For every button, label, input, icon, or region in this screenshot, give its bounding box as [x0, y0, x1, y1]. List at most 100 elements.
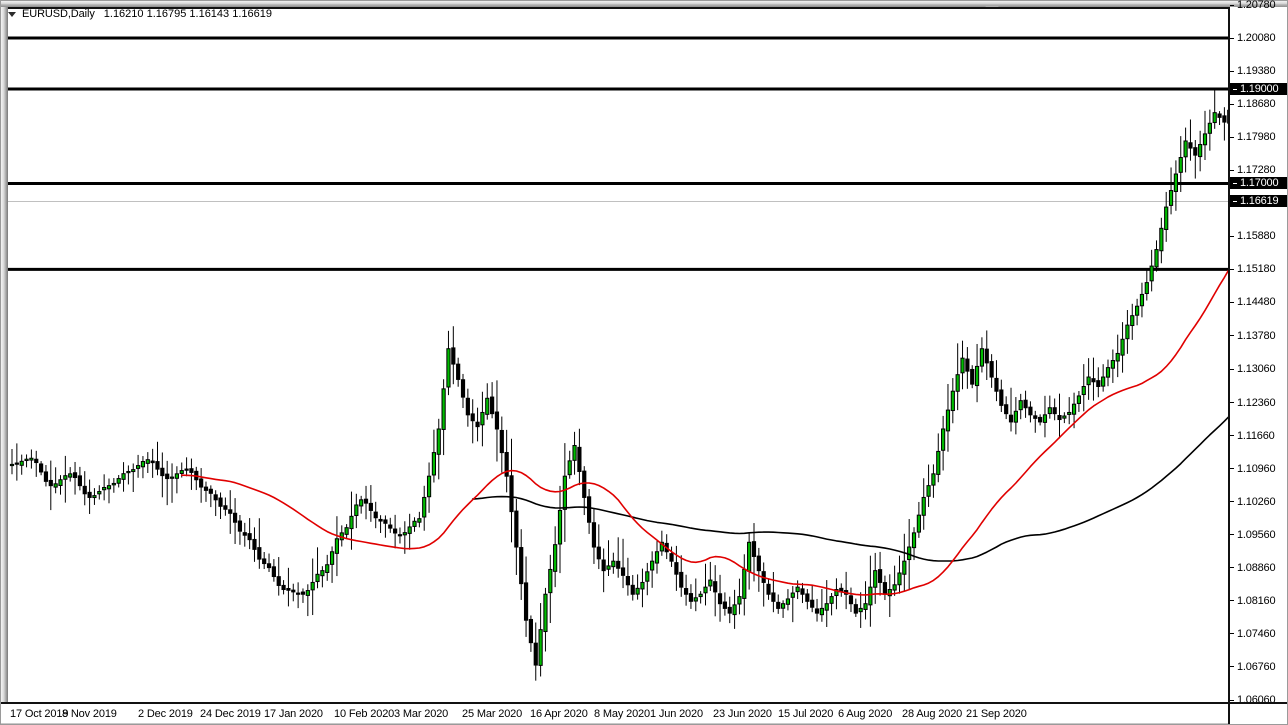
tick-dash-icon — [1230, 633, 1234, 635]
tick-dash-icon — [1230, 368, 1234, 370]
price-axis[interactable]: 1.20780 1.20080 1.19380 1.19000 1.18680 1.179… — [1228, 0, 1287, 706]
time-axis[interactable]: 17 Oct 2019 8 Nov 2019 2 Dec 2019 24 Dec 20… — [1, 702, 1287, 724]
tick-dash-icon — [1230, 4, 1234, 6]
chart-plot-area[interactable] — [8, 7, 1228, 702]
tick-dash-icon — [1233, 200, 1237, 202]
time-tick-label: 24 Dec 2019 — [200, 708, 261, 720]
price-tick-label: 1.11660 — [1237, 429, 1275, 442]
price-tick: 1.07460 — [1230, 628, 1287, 640]
price-tick-label: 1.16619 — [1240, 195, 1279, 208]
price-tick: 1.08860 — [1230, 562, 1287, 574]
price-tick: 1.13060 — [1230, 363, 1287, 375]
tick-dash-icon — [1230, 501, 1234, 503]
time-tick-label: 16 Apr 2020 — [530, 708, 588, 720]
price-tick-label: 1.13780 — [1237, 329, 1276, 342]
price-tick-label: 1.10260 — [1237, 495, 1276, 508]
price-tick-label: 1.17280 — [1237, 164, 1276, 177]
ma-slow-line — [471, 416, 1228, 562]
price-tick-label: 1.17980 — [1237, 131, 1276, 144]
tick-dash-icon — [1230, 468, 1234, 470]
tick-dash-icon — [1233, 88, 1237, 90]
price-tick: 1.17980 — [1230, 131, 1287, 143]
price-tick: 1.10960 — [1230, 463, 1287, 475]
time-axis-baseline — [1, 723, 1287, 724]
price-tick-label: 1.12360 — [1237, 396, 1276, 409]
price-tick: 1.18680 — [1230, 98, 1287, 110]
ohlc-values: 1.16210 1.16795 1.16143 1.16619 — [103, 8, 272, 20]
price-tick: 1.16619 — [1230, 195, 1287, 208]
time-tick-label: 17 Jan 2020 — [264, 708, 323, 720]
price-tick: 1.09560 — [1230, 529, 1287, 541]
tick-dash-icon — [1230, 301, 1234, 303]
price-tick-label: 1.15880 — [1237, 230, 1276, 243]
price-tick-label: 1.18680 — [1237, 98, 1276, 111]
price-tick: 1.14480 — [1230, 296, 1287, 308]
price-tick: 1.10260 — [1230, 496, 1287, 508]
price-tick: 1.19380 — [1230, 65, 1287, 77]
candlestick-chart-canvas — [8, 36, 1228, 681]
time-tick-label: 23 Jun 2020 — [713, 708, 772, 720]
price-tick-label: 1.08160 — [1237, 594, 1276, 607]
time-tick-label: 2 Dec 2019 — [138, 708, 193, 720]
tick-dash-icon — [1230, 534, 1234, 536]
tick-dash-icon — [1230, 235, 1234, 237]
price-tick: 1.12360 — [1230, 397, 1287, 409]
tick-dash-icon — [1230, 136, 1234, 138]
price-tick-label: 1.06760 — [1237, 660, 1276, 673]
price-tick: 1.19000 — [1230, 83, 1287, 96]
time-tick-label: 28 Aug 2020 — [902, 708, 963, 720]
time-tick-label: 17 Oct 2019 — [10, 708, 69, 720]
price-tick: 1.11660 — [1230, 430, 1287, 442]
tick-dash-icon — [1230, 103, 1234, 105]
price-tick-label: 1.09560 — [1237, 528, 1276, 541]
tick-dash-icon — [1230, 169, 1234, 171]
price-tick: 1.15880 — [1230, 230, 1287, 242]
time-tick-label: 25 Mar 2020 — [462, 708, 523, 720]
price-tick-label: 1.17000 — [1240, 177, 1279, 190]
price-tick: 1.13780 — [1230, 330, 1287, 342]
price-tick: 1.20780 — [1230, 0, 1287, 11]
tick-dash-icon — [1230, 435, 1234, 437]
horizontal-level-lines — [8, 36, 1228, 271]
tick-dash-icon — [1230, 666, 1234, 668]
chevron-down-icon[interactable] — [8, 11, 16, 17]
symbol-header: EURUSD,Daily 1.16210 1.16795 1.16143 1.1… — [8, 7, 272, 21]
price-tick-label: 1.15180 — [1237, 263, 1276, 276]
price-tick-label: 1.20780 — [1237, 0, 1276, 11]
axis-corner — [1228, 702, 1287, 724]
price-tick: 1.15180 — [1230, 263, 1287, 275]
price-tick: 1.17000 — [1230, 177, 1287, 190]
candlestick-series — [9, 90, 1228, 681]
tick-dash-icon — [1230, 600, 1234, 602]
tick-dash-icon — [1230, 335, 1234, 336]
price-tick-label: 1.19000 — [1240, 83, 1279, 96]
tick-dash-icon — [1230, 70, 1234, 72]
time-tick-label: 8 Nov 2019 — [62, 708, 117, 720]
tick-dash-icon — [1230, 402, 1234, 404]
time-tick-label: 15 Jul 2020 — [778, 708, 834, 720]
time-tick-label: 6 Aug 2020 — [838, 708, 893, 720]
vertical-scrollbar[interactable] — [1, 7, 8, 702]
tick-dash-icon — [1230, 37, 1234, 39]
price-tick: 1.06760 — [1230, 661, 1287, 673]
time-tick-label: 3 Mar 2020 — [394, 708, 449, 720]
time-tick-label: 1 Jun 2020 — [650, 708, 703, 720]
price-tick-label: 1.14480 — [1237, 296, 1276, 309]
ma-fast-line — [180, 269, 1228, 596]
price-tick: 1.08160 — [1230, 595, 1287, 607]
symbol-label: EURUSD,Daily — [22, 8, 95, 20]
plot-top-border — [8, 7, 1228, 9]
time-tick-label: 21 Sep 2020 — [966, 708, 1027, 720]
price-tick-label: 1.08860 — [1237, 561, 1276, 574]
price-tick-label: 1.19380 — [1237, 65, 1276, 78]
tick-dash-icon — [1230, 699, 1234, 701]
price-tick-label: 1.13060 — [1237, 363, 1276, 376]
tick-dash-icon — [1230, 268, 1234, 270]
tick-dash-icon — [1230, 567, 1234, 569]
price-tick-label: 1.07460 — [1237, 627, 1276, 640]
price-tick: 1.17280 — [1230, 164, 1287, 176]
price-tick-label: 1.20080 — [1237, 32, 1276, 45]
price-tick: 1.20080 — [1230, 32, 1287, 44]
tick-dash-icon — [1233, 182, 1237, 184]
